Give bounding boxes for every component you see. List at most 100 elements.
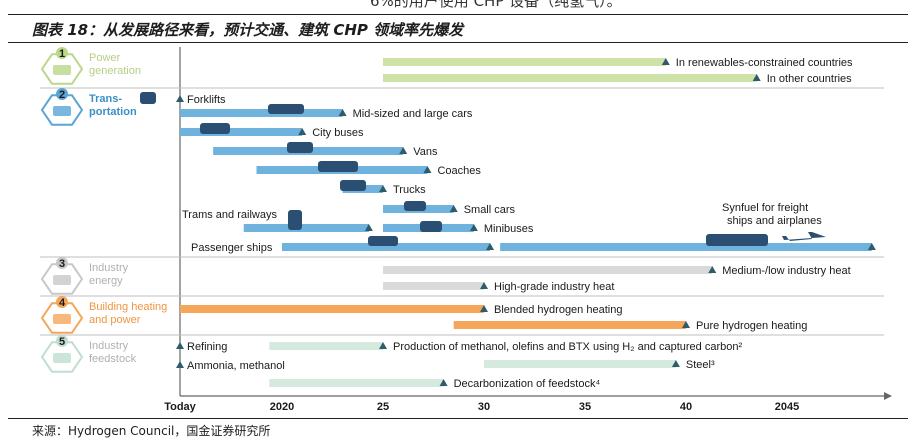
- roadmap-bar: [269, 342, 383, 350]
- item-label: Forklifts: [187, 94, 226, 106]
- category-number: 3: [59, 258, 65, 270]
- roadmap-item: Refining: [176, 341, 227, 353]
- item-label: Medium-/low industry heat: [722, 265, 850, 277]
- roadmap-item: Forklifts: [176, 94, 226, 106]
- item-label: Synfuel for freight: [722, 202, 808, 214]
- item-label: Production of methanol, olefins and BTX …: [393, 341, 742, 353]
- figure-caption: 图表 18：从发展路径来看，预计交通、建筑 CHP 领域率先爆发: [32, 21, 464, 39]
- roadmap-bar: [269, 379, 444, 387]
- x-tick-label: Today: [164, 401, 196, 413]
- milestone-marker: [486, 243, 495, 250]
- category-label: generation: [89, 65, 141, 77]
- milestone-marker: [469, 224, 478, 231]
- milestone-marker: [338, 109, 347, 116]
- roadmap-item: Coaches: [256, 165, 481, 177]
- milestone-marker: [867, 243, 876, 250]
- roadmap-item: Trams and railways: [182, 209, 373, 232]
- roadmap-item: Steel³: [484, 359, 715, 371]
- roadmap-item: Vans: [213, 146, 438, 158]
- item-label: In other countries: [767, 73, 852, 85]
- category-number: 1: [59, 48, 65, 60]
- item-label: Trucks: [393, 184, 426, 196]
- milestone-marker: [671, 360, 680, 367]
- category-number-badge: [56, 335, 68, 347]
- vehicle-pictogram: [368, 236, 398, 246]
- roadmap-bar: [484, 360, 676, 368]
- milestone-marker: [480, 305, 488, 312]
- source-top-rule: [8, 418, 908, 419]
- roadmap-item: Medium-/low industry heat: [383, 265, 851, 277]
- roadmap-bar: [282, 243, 491, 251]
- milestone-marker: [661, 58, 670, 65]
- item-label: Blended hydrogen heating: [494, 304, 622, 316]
- x-tick-label: 25: [377, 401, 389, 413]
- roadmap-item: In other countries: [383, 73, 852, 85]
- vehicle-pictogram: [340, 180, 366, 191]
- cut-off-preceding-text: 6%的用户使用 CHP 设备（纯氢气）。: [370, 0, 622, 10]
- milestone-marker: [480, 282, 488, 289]
- x-tick-label: 2045: [775, 401, 799, 413]
- roadmap-item: Ammonia, methanol: [176, 360, 285, 372]
- roadmap-bar: [180, 128, 303, 136]
- roadmap-bar: [383, 58, 666, 66]
- x-tick-label: 2020: [270, 401, 294, 413]
- item-label: Refining: [187, 341, 227, 353]
- milestone-marker: [439, 379, 448, 386]
- roadmap-bar: [383, 266, 713, 274]
- item-label: Pure hydrogen heating: [696, 320, 807, 332]
- milestone-marker: [708, 266, 717, 273]
- category-number: 4: [59, 297, 66, 309]
- vehicle-pictogram: [288, 210, 302, 230]
- roadmap-bar: [383, 282, 484, 290]
- item-label: Decarbonization of feedstock⁴: [454, 378, 601, 390]
- vehicle-pictogram: [420, 221, 442, 232]
- category-block-2: 2 Trans-portation Forklifts Mid-sized and l…: [40, 88, 884, 258]
- roadmap-item: Minibuses: [383, 223, 534, 235]
- vehicle-pictogram: [200, 123, 230, 134]
- milestone-marker: [176, 361, 184, 368]
- roadmap-item: In renewables-constrained countries: [383, 57, 853, 69]
- roadmap-item: Decarbonization of feedstock⁴: [269, 378, 600, 390]
- vehicle-pictogram: [404, 201, 426, 211]
- milestone-marker: [379, 342, 387, 349]
- milestone-marker: [379, 185, 387, 192]
- roadmap-item: Blended hydrogen heating: [180, 304, 622, 316]
- milestone-marker: [176, 342, 184, 349]
- roadmap-bar: [500, 243, 872, 251]
- milestone-marker: [423, 166, 432, 173]
- roadmap-bar: [383, 74, 757, 82]
- x-tick-label: 35: [579, 401, 591, 413]
- item-label: Vans: [413, 146, 438, 158]
- category-label: Industry: [89, 340, 129, 352]
- source-note: 来源：Hydrogen Council，国金证券研究所: [32, 424, 271, 438]
- roadmap-item: Mid-sized and large cars: [180, 108, 473, 120]
- category-label: energy: [89, 275, 123, 287]
- vehicle-pictogram: [140, 92, 156, 104]
- vehicle-pictogram: [287, 142, 313, 153]
- item-label: High-grade industry heat: [494, 281, 614, 293]
- roadmap-item: Production of methanol, olefins and BTX …: [269, 341, 742, 353]
- icon-glyph: [53, 314, 71, 324]
- category-label: Building heating: [89, 301, 167, 313]
- category-number-badge: [56, 296, 68, 308]
- category-label: portation: [89, 106, 137, 118]
- item-label: Coaches: [437, 165, 481, 177]
- roadmap-item: Small cars: [383, 204, 516, 216]
- item-label: Small cars: [464, 204, 516, 216]
- roadmap-item: Pure hydrogen heating: [453, 320, 807, 332]
- roadmap-item: High-grade industry heat: [383, 281, 614, 293]
- roadmap-item: Passenger ships: [191, 242, 495, 254]
- category-label: and power: [89, 314, 141, 326]
- item-label: City buses: [312, 127, 364, 139]
- category-number: 5: [59, 336, 65, 348]
- category-label: feedstock: [89, 353, 137, 365]
- milestone-marker: [176, 95, 184, 102]
- category-label: Trans-: [89, 93, 122, 105]
- caption-top-rule: [8, 14, 908, 15]
- item-label: Minibuses: [484, 223, 534, 235]
- category-number: 2: [59, 89, 65, 101]
